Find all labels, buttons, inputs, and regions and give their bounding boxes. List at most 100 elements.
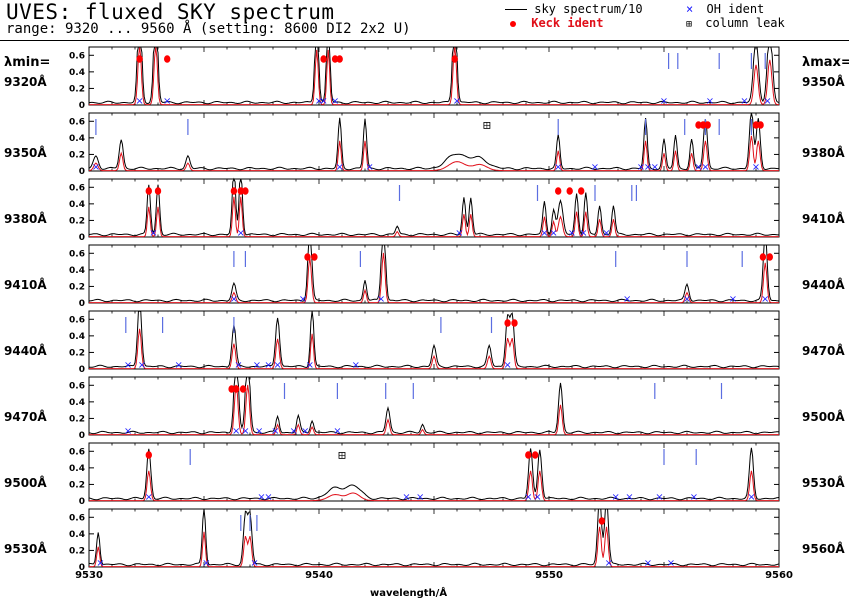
- lambda-max-label: 9500Å: [802, 410, 845, 424]
- oh-ident-mark: ×: [377, 294, 385, 305]
- oh-ident-mark: ×: [175, 360, 183, 371]
- keck-ident-dot: [704, 121, 711, 129]
- oh-ident-mark: ×: [761, 294, 769, 305]
- oh-ident-mark: ×: [591, 162, 599, 173]
- oh-ident-mark: ×: [96, 558, 104, 569]
- model-spectrum-line: [89, 252, 779, 304]
- y-tick-label: 0.4: [69, 332, 85, 342]
- x-tick-label: 9540: [305, 570, 333, 581]
- oh-ident-mark: ×: [602, 228, 610, 239]
- oh-ident-mark: ×: [690, 492, 698, 503]
- keck-ident-dot: [239, 385, 247, 393]
- oh-ident-mark: ×: [752, 162, 760, 173]
- y-tick-label: 0.4: [69, 200, 85, 210]
- oh-ident-mark: ×: [250, 558, 258, 569]
- oh-ident-mark: ×: [763, 96, 771, 107]
- panel-frame: [88, 244, 780, 304]
- y-tick-label: 0.6: [69, 51, 85, 61]
- oh-ident-mark: ×: [540, 228, 548, 239]
- oh-ident-mark: ×: [331, 96, 339, 107]
- y-tick-label: 0.2: [69, 480, 85, 490]
- y-tick-label: 0: [79, 365, 85, 375]
- oh-ident-mark: ×: [637, 162, 645, 173]
- oh-ident-mark: ×: [264, 360, 272, 371]
- oh-ident-mark: ×: [625, 492, 633, 503]
- keck-ident-dot: [336, 55, 343, 63]
- x-tick-label: 9530: [75, 570, 103, 581]
- panel-frame: [88, 112, 780, 172]
- oh-ident-mark: ×: [683, 294, 691, 305]
- oh-ident-mark: ×: [257, 492, 265, 503]
- y-tick-label: 0.6: [69, 183, 85, 193]
- lambda-min-label: 9320Å: [4, 75, 47, 89]
- keck-ident-dot: [154, 187, 162, 195]
- y-tick-label: 0: [79, 431, 85, 441]
- chart-subtitle: range: 9320 ... 9560 Å (setting: 8600 DI…: [6, 21, 411, 37]
- legend-oh-label: OH ident: [706, 2, 765, 16]
- keck-ident-dot: [331, 55, 339, 63]
- oh-ident-mark: ×: [319, 96, 327, 107]
- y-tick-label: 0.2: [69, 216, 85, 226]
- lambda-min-label: 9350Å: [4, 146, 47, 160]
- oh-ident-mark: ×: [232, 426, 240, 437]
- keck-ident-dot: [757, 121, 764, 129]
- oh-ident-mark: ×: [701, 162, 709, 173]
- oh-ident-mark: ×: [124, 360, 132, 371]
- lambda-max-label: 9350Å: [802, 75, 845, 89]
- y-tick-label: 0.2: [69, 150, 85, 160]
- oh-ident-mark: ×: [706, 96, 714, 107]
- lambda-max-label: 9380Å: [802, 146, 845, 160]
- model-spectrum-line: [89, 526, 779, 568]
- oh-ident-mark: ×: [163, 96, 171, 107]
- keck-ident-dot: [759, 253, 767, 261]
- y-tick-label: 0.6: [69, 117, 85, 127]
- keck-ident-dot: [228, 385, 235, 393]
- keck-ident-dot: [242, 187, 249, 195]
- keck-ident-dot: [695, 121, 702, 129]
- legend-sky: sky spectrum/10: [505, 2, 643, 16]
- oh-ident-mark: ×: [651, 162, 659, 173]
- legend-keck-dot: [510, 20, 516, 27]
- panel-frame: [88, 310, 780, 370]
- keck-ident-dot: [699, 121, 707, 129]
- keck-ident-dot: [504, 319, 511, 327]
- oh-ident-mark: ×: [237, 228, 245, 239]
- legend-oh: × OH ident: [686, 2, 764, 16]
- y-tick-label: 0.4: [69, 134, 85, 144]
- y-tick-label: 0.6: [69, 381, 85, 391]
- sky-spectrum-line: [88, 46, 780, 105]
- legend-sky-label: sky spectrum/10: [534, 2, 643, 16]
- keck-ident-dot: [145, 187, 152, 195]
- y-tick-label: 0: [79, 299, 85, 309]
- legend-leak: ⊞ column leak: [686, 16, 785, 30]
- oh-ident-mark: ×: [524, 492, 532, 503]
- oh-ident-mark: ×: [644, 162, 652, 173]
- legend-leak-mark: ⊞: [686, 19, 693, 30]
- y-tick-label: 0: [79, 563, 85, 573]
- y-tick-label: 0.4: [69, 530, 85, 540]
- lambda-max-head: λmax=: [802, 55, 849, 70]
- oh-ident-mark: ×: [694, 162, 702, 173]
- y-tick-label: 0.2: [69, 414, 85, 424]
- y-tick-label: 0.2: [69, 282, 85, 292]
- keck-ident-dot: [525, 451, 532, 459]
- y-tick-label: 0: [79, 101, 85, 111]
- oh-ident-mark: ×: [416, 492, 424, 503]
- oh-ident-mark: ×: [660, 96, 668, 107]
- sky-spectrum-line: [88, 310, 780, 369]
- keck-ident-dot: [311, 253, 318, 261]
- y-tick-label: 0.4: [69, 68, 85, 78]
- lambda-min-label: 9380Å: [4, 212, 47, 226]
- x-tick-label: 9560: [765, 570, 793, 581]
- oh-ident-mark: ×: [299, 294, 307, 305]
- oh-ident-mark: ×: [264, 492, 272, 503]
- oh-ident-mark: ×: [202, 558, 210, 569]
- keck-ident-dot: [230, 187, 238, 195]
- oh-ident-mark: ×: [605, 558, 613, 569]
- legend-keck-label: Keck ident: [531, 16, 604, 30]
- oh-ident-mark: ×: [667, 558, 675, 569]
- oh-ident-mark: ×: [644, 558, 652, 569]
- lambda-max-label: 9410Å: [802, 212, 845, 226]
- keck-ident-dot: [555, 187, 562, 195]
- lambda-min-label: 9410Å: [4, 278, 47, 292]
